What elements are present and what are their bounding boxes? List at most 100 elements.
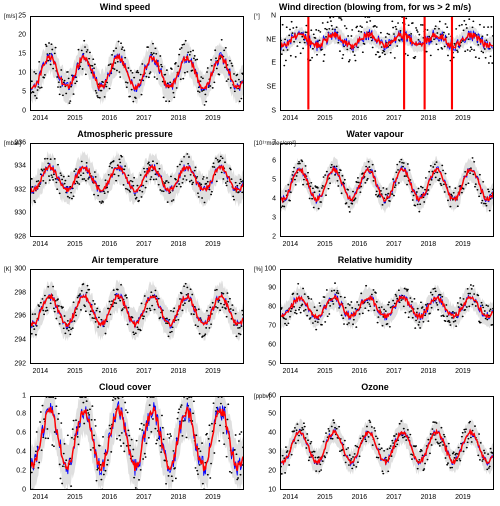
y-tick: 20: [268, 468, 276, 475]
plot-area: [30, 143, 244, 238]
y-tick: 0.6: [16, 430, 26, 437]
x-tick: 2015: [67, 494, 83, 501]
y-tick: 932: [14, 186, 26, 193]
y-tick: 25: [18, 13, 26, 20]
x-tick: 2016: [352, 115, 368, 122]
y-ticks: 292 294 296 298 300: [2, 269, 28, 364]
y-tick: 296: [14, 313, 26, 320]
y-tick: 0.8: [16, 411, 26, 418]
y-tick: 300: [14, 266, 26, 273]
x-tick: 2016: [352, 494, 368, 501]
y-ticks: 0510152025: [2, 16, 28, 111]
x-tick: 2014: [283, 115, 299, 122]
y-tick: 0: [22, 107, 26, 114]
y-ticks: 00.20.40.60.81: [2, 396, 28, 491]
y-tick: 15: [18, 50, 26, 57]
x-tick: 2019: [205, 368, 221, 375]
x-tick: 2014: [33, 368, 49, 375]
x-tick: 2014: [33, 241, 49, 248]
x-tick: 2014: [33, 494, 49, 501]
y-tick: 5: [272, 177, 276, 184]
y-tick: 50: [268, 411, 276, 418]
y-tick: 50: [268, 360, 276, 367]
x-tick: 2017: [386, 494, 402, 501]
y-ticks: 234567: [252, 143, 278, 238]
x-tick: 2018: [421, 115, 437, 122]
panel-4: Air temperature[K]2922942962983002014201…: [2, 255, 248, 378]
x-tick: 2015: [317, 494, 333, 501]
x-tick: 2014: [283, 368, 299, 375]
y-tick: 90: [268, 284, 276, 291]
y-tick: S: [271, 107, 276, 114]
x-tick: 2018: [171, 115, 187, 122]
x-tick: 2017: [136, 368, 152, 375]
panel-0: Wind speed[m/s]0510152025201420152016201…: [2, 2, 248, 125]
y-ticks: SSEENEN: [252, 16, 278, 111]
y-tick: N: [271, 13, 276, 20]
panel-title: Cloud cover: [2, 382, 248, 392]
plot-area: [30, 16, 244, 111]
panel-6: Cloud cover00.20.40.60.81201420152016201…: [2, 382, 248, 505]
y-tick: 60: [268, 392, 276, 399]
x-tick: 2018: [421, 241, 437, 248]
x-ticks: 201420152016201720182019: [30, 492, 244, 504]
panel-5: Relative humidity[%]50607080901002014201…: [252, 255, 498, 378]
x-ticks: 201420152016201720182019: [30, 239, 244, 251]
x-tick: 2019: [205, 115, 221, 122]
x-ticks: 201420152016201720182019: [30, 366, 244, 378]
x-tick: 2019: [455, 494, 471, 501]
x-tick: 2018: [421, 368, 437, 375]
x-tick: 2017: [386, 241, 402, 248]
y-tick: 3: [272, 215, 276, 222]
x-tick: 2017: [136, 241, 152, 248]
x-tick: 2018: [171, 241, 187, 248]
x-tick: 2015: [67, 368, 83, 375]
panel-title: Water vapour: [252, 129, 498, 139]
plot-area: [280, 269, 494, 364]
panel-title: Wind direction (blowing from, for ws > 2…: [252, 2, 498, 12]
y-ticks: 928930932934936: [2, 143, 28, 238]
panel-3: Water vapour[10¹⁷molec/cm²]2345672014201…: [252, 129, 498, 252]
panel-title: Relative humidity: [252, 255, 498, 265]
x-tick: 2014: [283, 241, 299, 248]
y-tick: 936: [14, 139, 26, 146]
y-tick: 40: [268, 430, 276, 437]
y-tick: 0: [22, 487, 26, 494]
y-tick: 100: [264, 266, 276, 273]
chart-grid: Wind speed[m/s]0510152025201420152016201…: [0, 0, 500, 506]
x-ticks: 201420152016201720182019: [280, 113, 494, 125]
x-tick: 2015: [317, 368, 333, 375]
panel-2: Atmospheric pressure[mbar]92893093293493…: [2, 129, 248, 252]
x-tick: 2017: [386, 115, 402, 122]
y-tick: 20: [18, 31, 26, 38]
y-tick: 4: [272, 196, 276, 203]
plot-area: [30, 269, 244, 364]
panel-title: Atmospheric pressure: [2, 129, 248, 139]
x-tick: 2014: [33, 115, 49, 122]
y-tick: 10: [268, 487, 276, 494]
y-tick: 928: [14, 234, 26, 241]
x-tick: 2016: [352, 368, 368, 375]
y-tick: 0.2: [16, 468, 26, 475]
y-tick: 80: [268, 303, 276, 310]
x-ticks: 201420152016201720182019: [280, 366, 494, 378]
plot-area: [280, 396, 494, 491]
x-ticks: 201420152016201720182019: [280, 239, 494, 251]
x-tick: 2014: [283, 494, 299, 501]
y-tick: 298: [14, 289, 26, 296]
y-tick: 292: [14, 360, 26, 367]
x-tick: 2016: [102, 115, 118, 122]
x-tick: 2017: [136, 494, 152, 501]
x-tick: 2015: [317, 241, 333, 248]
x-tick: 2018: [171, 368, 187, 375]
plot-area: [280, 143, 494, 238]
x-tick: 2019: [455, 115, 471, 122]
plot-area: [280, 16, 494, 111]
panel-7: Ozone[ppbv]10203040506020142015201620172…: [252, 382, 498, 505]
y-tick: 294: [14, 336, 26, 343]
x-tick: 2017: [386, 368, 402, 375]
panel-title: Wind speed: [2, 2, 248, 12]
y-tick: 5: [22, 88, 26, 95]
panel-title: Ozone: [252, 382, 498, 392]
x-tick: 2018: [421, 494, 437, 501]
